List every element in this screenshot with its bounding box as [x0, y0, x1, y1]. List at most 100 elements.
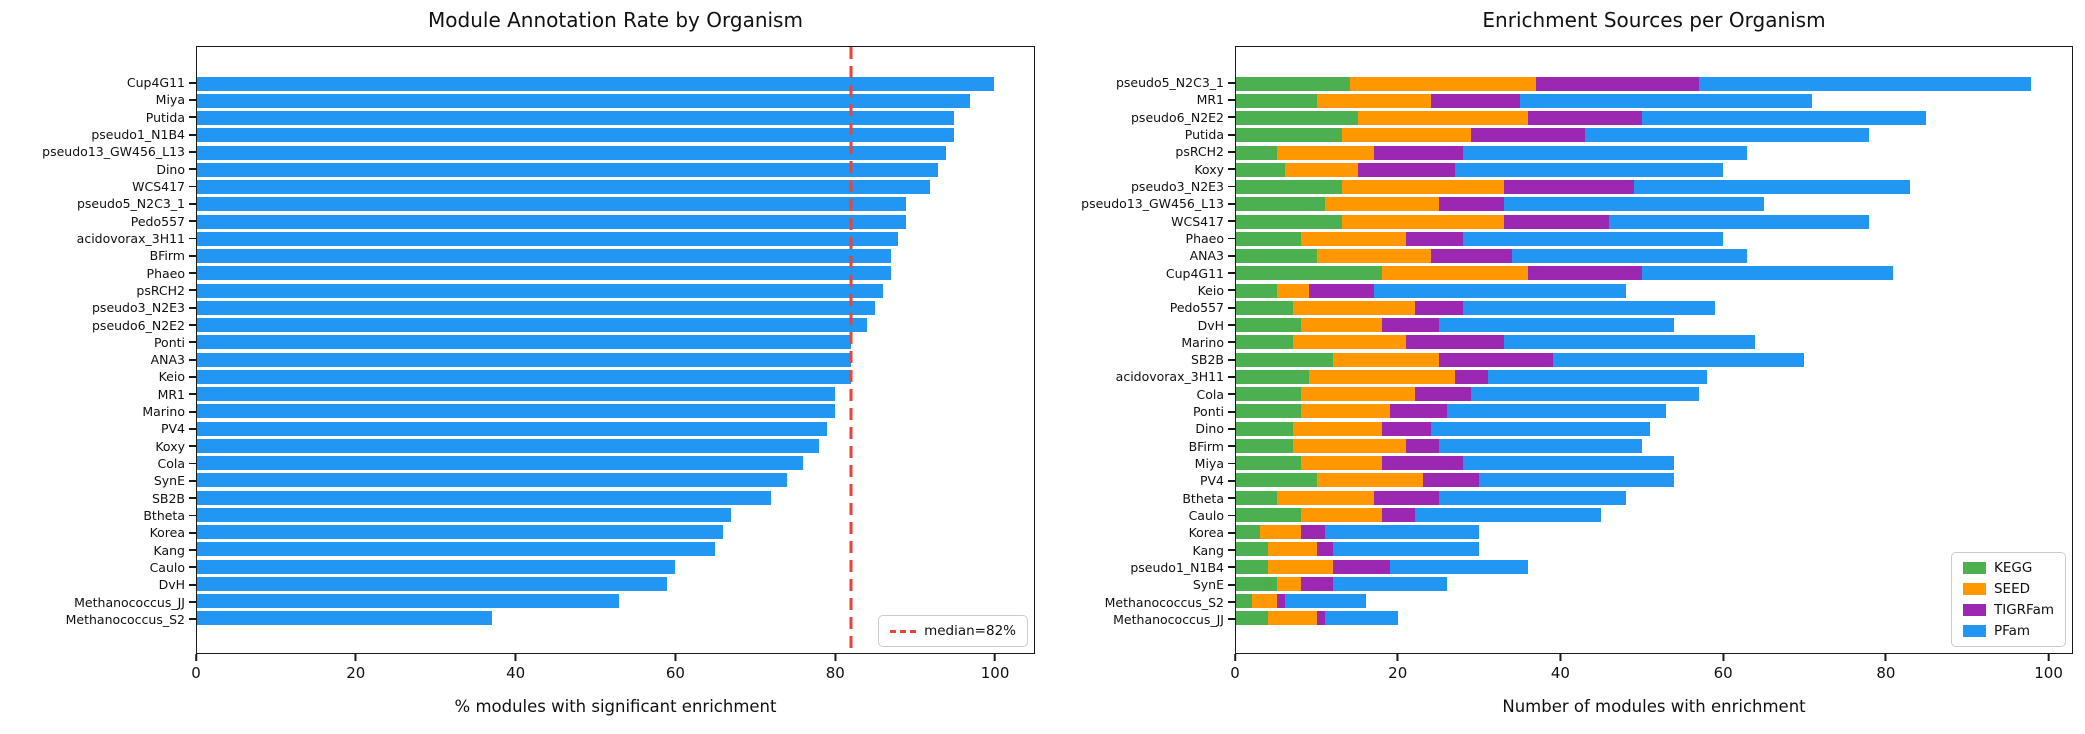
y-tick-label: Miya — [155, 92, 185, 108]
y-tick-mark — [1228, 531, 1235, 534]
bar-row — [1236, 179, 2072, 196]
bar-segment-kegg — [1236, 335, 1293, 350]
x-tick: 60 — [1714, 654, 1733, 682]
x-tick-label: 0 — [191, 664, 201, 682]
bar-segment-kegg — [1236, 162, 1285, 177]
bar-segment-seed — [1349, 76, 1537, 91]
y-tick-mark — [1228, 427, 1235, 430]
y-tick: Btheta — [1043, 490, 1235, 507]
y-tick: pseudo6_N2E2 — [4, 316, 196, 333]
bar — [197, 438, 819, 453]
axes-enrichment-sources: KEGG SEED TIGRFam PFam — [1235, 46, 2073, 654]
y-tick-mark — [1228, 376, 1235, 378]
y-tick-label: MR1 — [157, 386, 185, 402]
dashed-line-icon — [890, 629, 917, 633]
y-tick-label: Phaeo — [146, 265, 185, 281]
bar-segment-pfam — [1463, 456, 1675, 471]
bars-area — [197, 47, 1034, 653]
y-tick: DvH — [1043, 316, 1235, 333]
bar-row — [197, 230, 1034, 247]
y-tick: Koxy — [1043, 161, 1235, 178]
bar-row — [197, 489, 1034, 506]
y-tick-mark — [1228, 150, 1235, 153]
x-tick-label: 60 — [1713, 664, 1733, 682]
y-tick: ANA3 — [1043, 247, 1235, 264]
bar-row — [197, 92, 1034, 109]
y-tick-mark — [189, 81, 196, 84]
bar-segment-kegg — [1236, 473, 1318, 488]
y-tick: Putida — [4, 109, 196, 126]
legend-label: KEGG — [1993, 560, 2033, 576]
bar-segment-pfam — [1455, 162, 1723, 177]
bar-segment-seed — [1357, 111, 1529, 126]
y-tick: Pedo557 — [4, 213, 196, 230]
bar-row — [1236, 213, 2072, 230]
bar-segment-tigrfam — [1309, 283, 1374, 298]
y-tick-label: pseudo3_N2E3 — [1131, 179, 1224, 195]
bar-row — [197, 455, 1034, 472]
x-tick-mark — [195, 654, 197, 661]
bar-segment-seed — [1300, 387, 1415, 402]
bar-segment-kegg — [1236, 438, 1293, 453]
x-tick: 80 — [1876, 654, 1895, 682]
y-tick: Korea — [4, 524, 196, 541]
y-tick-label: BFirm — [1188, 438, 1224, 454]
bar-segment-tigrfam — [1406, 231, 1464, 246]
y-tick-labels: Cup4G11 Miya Putida pseudo1_N1B4 pseudo13_GW… — [4, 46, 196, 654]
y-tick-mark — [189, 601, 196, 603]
y-tick-mark — [1228, 237, 1235, 240]
bar-segment-tigrfam — [1430, 93, 1521, 108]
bar-row — [1236, 248, 2072, 265]
y-tick-label: DvH — [1197, 317, 1224, 333]
bar-row — [1236, 317, 2072, 334]
bar-segment-tigrfam — [1382, 507, 1415, 522]
x-tick-label: 60 — [665, 664, 685, 682]
bar-row — [197, 610, 1034, 627]
legend-label: TIGRFam — [1993, 602, 2054, 618]
bar-segment-tigrfam — [1373, 490, 1439, 505]
bar-segment-seed — [1325, 197, 1439, 212]
bar-segment-pfam — [1438, 438, 1642, 453]
y-tick-label: Korea — [1188, 525, 1224, 541]
x-tick: 60 — [666, 654, 685, 682]
y-tick-label: Phaeo — [1185, 230, 1224, 246]
y-tick-mark — [1228, 601, 1235, 603]
bar-segment-tigrfam — [1382, 318, 1439, 333]
y-tick: Dino — [1043, 420, 1235, 437]
bar-segment-pfam — [1373, 283, 1626, 298]
x-tick: 20 — [346, 654, 365, 682]
y-tick-mark — [1228, 358, 1235, 361]
y-tick: Methanococcus_S2 — [1043, 593, 1235, 610]
y-tick: Miya — [1043, 455, 1235, 472]
bar — [197, 387, 835, 402]
bar-segment-seed — [1317, 93, 1431, 108]
y-tick-label: ANA3 — [150, 352, 185, 368]
x-tick: 0 — [191, 654, 201, 682]
bar-segment-seed — [1292, 438, 1407, 453]
bar-segment-tigrfam — [1382, 456, 1464, 471]
bar-segment-pfam — [1333, 576, 1447, 591]
y-tick-mark — [1228, 410, 1235, 413]
bar-segment-seed — [1341, 180, 1504, 195]
bar-segment-kegg — [1236, 300, 1293, 315]
y-tick: Marino — [1043, 334, 1235, 351]
x-tick-mark — [1884, 654, 1887, 661]
y-tick-mark — [189, 497, 196, 500]
bar-row — [1236, 92, 2072, 109]
y-tick-label: WCS417 — [1171, 213, 1224, 229]
x-tick-mark — [1396, 654, 1399, 661]
bar — [197, 335, 851, 350]
y-tick: pseudo3_N2E3 — [1043, 178, 1235, 195]
bar-segment-tigrfam — [1503, 214, 1610, 229]
bar-row — [197, 75, 1034, 92]
bar — [197, 525, 724, 540]
y-tick: Dino — [4, 161, 196, 178]
y-tick: Keio — [1043, 282, 1235, 299]
y-tick-label: pseudo3_N2E3 — [92, 300, 185, 316]
bar-row — [197, 282, 1034, 299]
y-tick: psRCH2 — [1043, 143, 1235, 160]
bar-row — [197, 179, 1034, 196]
legend-swatch — [1962, 625, 1986, 637]
bar-row — [1236, 524, 2072, 541]
